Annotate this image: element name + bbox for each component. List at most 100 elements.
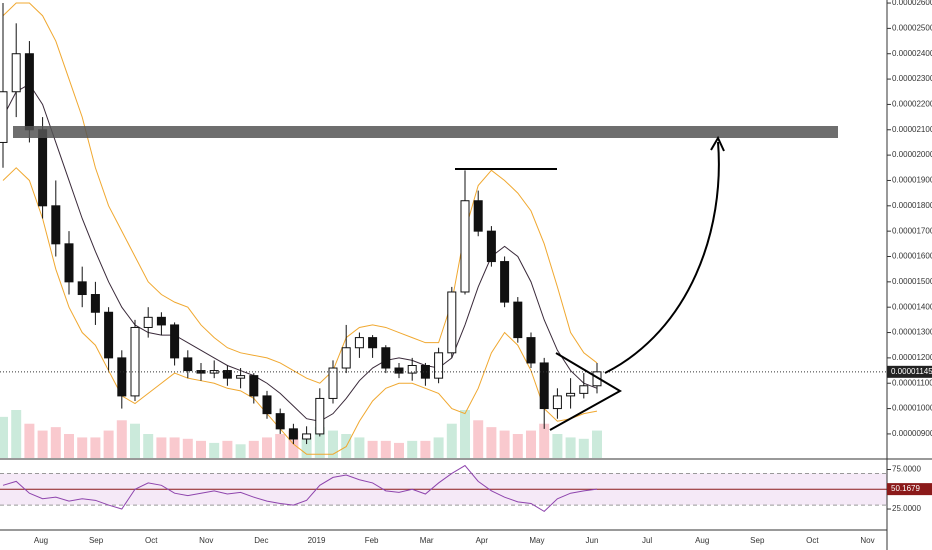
volume-bar (262, 437, 272, 458)
rsi-line (2, 464, 598, 513)
volume-bar (539, 423, 550, 458)
y-tick-label: 0.00002200 (892, 100, 932, 109)
x-tick-label: Oct (806, 536, 819, 545)
candle-body (486, 230, 496, 263)
y-tick-label: 0.00002500 (892, 23, 932, 32)
x-tick-label: Feb (365, 536, 379, 545)
y-tick-label: 0.00001100 (892, 378, 932, 387)
volume-bar (446, 423, 457, 458)
volume-bar (354, 437, 365, 458)
candle-body (262, 395, 272, 415)
candle-body (104, 311, 114, 359)
candle-body (328, 367, 338, 399)
x-tick-label: 2019 (308, 536, 326, 545)
candle-body (183, 357, 193, 372)
y-tick-label: 0.00001400 (892, 302, 932, 311)
volume-bar (394, 442, 404, 458)
x-tick-label: Oct (145, 536, 158, 545)
volume-bar (578, 438, 589, 458)
candle-body (579, 385, 589, 394)
bollinger-upper (2, 2, 598, 384)
volume-bar (407, 440, 418, 458)
volume-bar (116, 420, 127, 458)
candle-body (236, 375, 246, 379)
rsi-tick-label: 75.0000 (892, 465, 921, 474)
candle-body (394, 367, 404, 374)
y-tick-label: 0.00001700 (892, 226, 932, 235)
x-tick-label: Sep (89, 536, 104, 545)
candle-body (434, 352, 444, 379)
arrow-head (710, 135, 725, 152)
volume-bar (90, 437, 101, 458)
last-price-label: 0.00001145 (891, 367, 932, 376)
y-tick-label: 0.00001800 (892, 201, 932, 210)
volume-bar (380, 440, 391, 458)
candle-body (156, 316, 166, 326)
y-tick-label: 0.00001500 (892, 277, 932, 286)
volume-bar (169, 437, 180, 458)
candle-body (24, 53, 34, 131)
candle-body (354, 337, 364, 349)
candle-body (170, 324, 180, 359)
volume-bar (156, 437, 167, 458)
candle-body (130, 326, 140, 397)
y-tick-label: 0.00002600 (892, 0, 932, 7)
candle-body (143, 316, 153, 328)
candle-body (64, 243, 74, 283)
volume-bar (301, 437, 312, 458)
y-tick-label: 0.00001000 (892, 404, 932, 413)
rsi-value-label: 50.1679 (891, 484, 920, 493)
candle-body (381, 347, 391, 369)
candle-body (11, 53, 21, 93)
candle-body (0, 91, 8, 143)
y-tick-label: 0.00002100 (892, 125, 932, 134)
volume-bar (275, 434, 286, 458)
x-tick-label: Sep (750, 536, 765, 545)
triangle (549, 352, 623, 431)
y-tick-label: 0.00001200 (892, 353, 932, 362)
rsi-value-box (887, 483, 932, 496)
candle-body (38, 129, 48, 207)
x-tick-label: Jul (642, 536, 652, 545)
resistance-zone (13, 126, 838, 138)
x-tick-label: Nov (199, 536, 213, 545)
volume-bar (0, 416, 8, 458)
volume-bar (130, 423, 140, 458)
volume-bar (209, 442, 220, 458)
x-tick-label: Mar (420, 536, 434, 545)
volume-bar (11, 410, 22, 458)
x-tick-label: Nov (860, 536, 874, 545)
y-tick-label: 0.00001300 (892, 328, 932, 337)
y-tick-label: 0.00001600 (892, 252, 932, 261)
volume-bar (143, 434, 154, 458)
candle-body (473, 200, 483, 232)
volume-bar (565, 437, 576, 458)
y-tick-label: 0.00002300 (892, 74, 932, 83)
x-tick-label: Apr (476, 536, 489, 545)
volume-bar (328, 430, 338, 458)
arrow-curve (604, 141, 720, 374)
y-tick-label: 0.00002000 (892, 150, 932, 159)
candle-body (420, 364, 430, 379)
candle-body (209, 370, 219, 374)
y-tick-label: 0.00000900 (892, 429, 932, 438)
candle-body (117, 357, 127, 397)
volume-bar (486, 427, 497, 458)
x-tick-label: Aug (695, 536, 709, 545)
candle-body (526, 337, 536, 364)
candle-body (249, 375, 259, 397)
volume-bar (77, 437, 88, 458)
moving-average (2, 83, 598, 422)
volume-bar (248, 440, 259, 458)
rsi-tick-label: 25.0000 (892, 504, 921, 513)
candle-body (368, 337, 378, 349)
rsi-pane (0, 472, 887, 506)
volume-bar (512, 434, 523, 458)
x-tick-label: Aug (34, 536, 48, 545)
volume-bar (196, 440, 206, 458)
volume-bar (367, 440, 378, 458)
candle-body (407, 364, 417, 374)
volume-bar (37, 430, 48, 458)
volume-bar (64, 434, 74, 458)
